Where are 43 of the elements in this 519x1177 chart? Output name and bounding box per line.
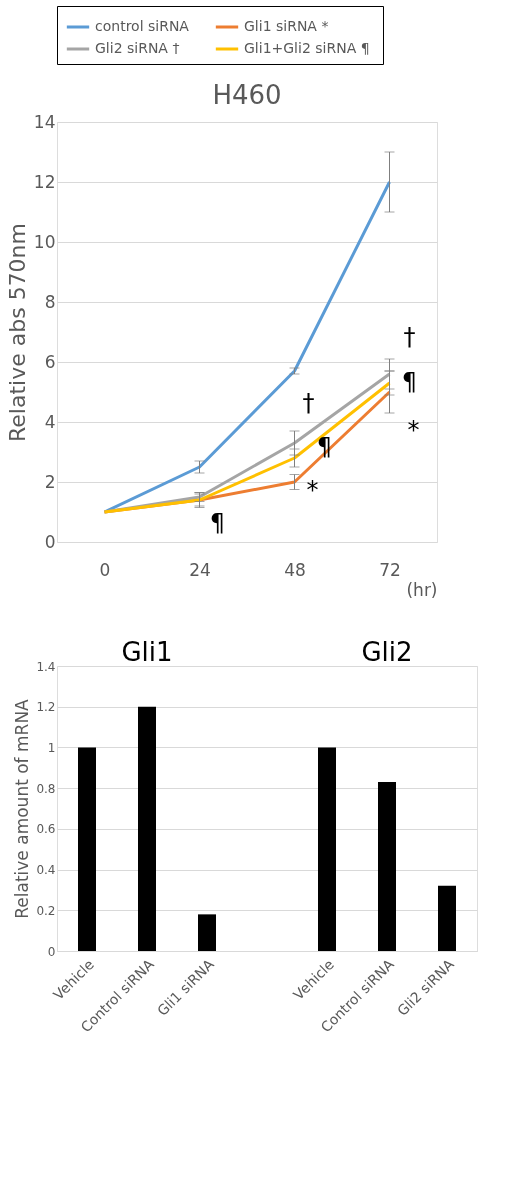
annotation: * (407, 416, 420, 444)
bar (318, 747, 336, 951)
bar (138, 706, 156, 951)
annotation: * (306, 476, 319, 504)
y-tick-label: 0.6 (36, 822, 56, 837)
bar (378, 782, 396, 951)
y-tick-label: 0 (47, 944, 56, 959)
x-tick-label: 0 (99, 559, 111, 580)
y-tick-label: 8 (44, 291, 56, 312)
bar (198, 914, 216, 951)
y-tick-label: 14 (33, 111, 56, 132)
y-tick-label: 12 (33, 171, 56, 192)
y-tick-label: 0 (44, 531, 56, 552)
bar (78, 747, 96, 951)
legend-label: Gli1 siRNA * (244, 18, 329, 34)
y-tick-label: 10 (33, 231, 56, 252)
legend-label: Gli2 siRNA † (95, 40, 180, 56)
y-tick-label: 6 (44, 351, 56, 372)
chart-title: H460 (212, 80, 282, 110)
annotation: † (302, 389, 315, 417)
y-tick-label: 2 (44, 471, 56, 492)
bar (438, 885, 456, 951)
annotation: ¶ (209, 509, 226, 537)
legend-label: control siRNA (95, 18, 190, 34)
y-tick-label: 0.4 (36, 863, 56, 878)
y-tick-label: 4 (44, 411, 56, 432)
annotation: ¶ (316, 433, 333, 461)
annotation: Gli2 (361, 637, 413, 667)
annotation: † (403, 323, 416, 351)
annotation: Gli1 (121, 637, 173, 667)
y-tick-label: 1.2 (36, 700, 56, 715)
legend-label: Gli1+Gli2 siRNA ¶ (244, 40, 370, 56)
x-tick-label: 48 (284, 559, 306, 580)
x-axis-title: (hr) (406, 579, 438, 600)
y-tick-label: 0.8 (36, 781, 56, 796)
y-tick-label: 1 (47, 740, 56, 755)
x-tick-label: 72 (379, 559, 401, 580)
y-axis-title: Relative abs 570nm (4, 223, 30, 442)
y-tick-label: 1.4 (36, 659, 56, 674)
y-tick-label: 0.2 (36, 903, 56, 918)
annotation: ¶ (401, 368, 418, 396)
x-tick-label: 24 (189, 559, 211, 580)
y-axis-title: Relative amount of mRNA (12, 698, 33, 919)
